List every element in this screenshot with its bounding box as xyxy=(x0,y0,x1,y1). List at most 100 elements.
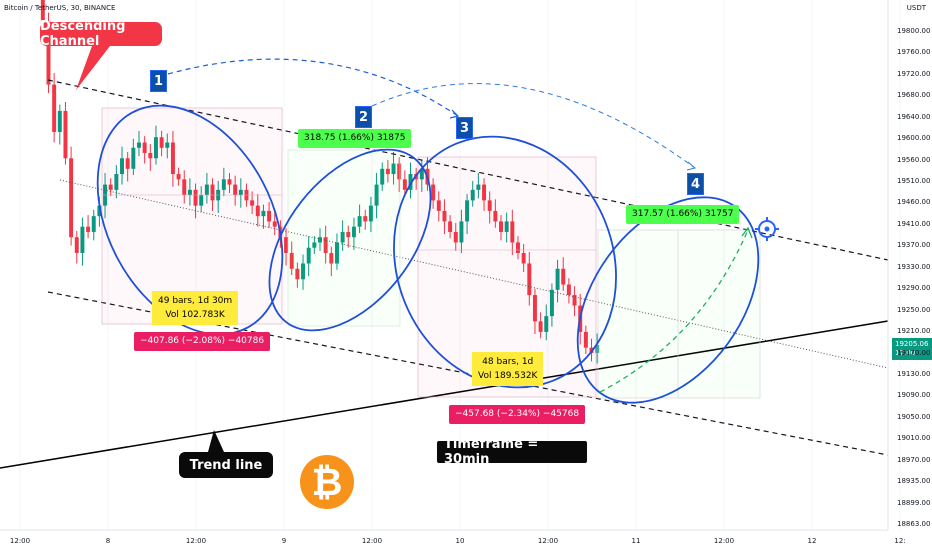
candle-body xyxy=(221,179,226,190)
measure-1-change: −407.86 (−2.08%) −40786 xyxy=(134,332,271,351)
candle-body xyxy=(391,163,396,175)
price-tick-label: 18863.00 xyxy=(897,520,931,528)
candle-body xyxy=(295,268,300,280)
candle-body xyxy=(187,189,192,196)
wave-arc-2-4 xyxy=(371,83,696,169)
candle-body xyxy=(561,268,566,285)
candle-body xyxy=(329,252,334,264)
candle-body xyxy=(493,210,498,222)
candle-body xyxy=(170,142,175,175)
candle-body xyxy=(532,295,537,322)
trend-callout-pointer xyxy=(208,430,224,452)
price-tick-label: 19010.00 xyxy=(897,434,931,443)
time-tick-label: 12:00 xyxy=(361,537,383,545)
candle-body xyxy=(137,142,141,148)
price-tick-label: 19410.00 xyxy=(897,219,931,228)
price-tick-label: 19090.00 xyxy=(897,391,931,400)
candle-body xyxy=(340,231,345,243)
drawings xyxy=(0,0,889,531)
candle-body xyxy=(114,174,119,190)
wave-ellipse-1 xyxy=(96,104,284,336)
candle-body xyxy=(301,263,306,280)
price-tick-label: 19330.00 xyxy=(897,262,931,271)
candle-body xyxy=(165,142,170,148)
price-tick-label: 19800.00 xyxy=(897,27,931,35)
time-tick-label: 12 xyxy=(807,537,817,545)
measure-1-bars: 49 bars, 1d 30m xyxy=(158,296,233,306)
measure-box-4 xyxy=(597,229,761,399)
measure-2-vol: Vol 189.532K xyxy=(478,371,538,381)
candle-body xyxy=(346,231,351,238)
measure-4-change: 317.57 (1.66%) 31757 xyxy=(626,205,740,224)
candle-body xyxy=(284,237,289,253)
candle-body xyxy=(272,221,277,227)
candle-body xyxy=(159,137,164,148)
trend-line xyxy=(0,320,889,469)
wave-ellipse-3 xyxy=(393,135,617,389)
candle-body xyxy=(63,110,68,159)
candle-body xyxy=(465,200,470,222)
measure-1-vol: Vol 102.783K xyxy=(165,310,225,320)
wave-number-2: 2 xyxy=(355,106,372,128)
candle-body xyxy=(402,179,407,190)
candle-body xyxy=(97,205,102,217)
candle-body xyxy=(131,147,136,169)
candle-body xyxy=(108,184,113,190)
price-tick-label: 19210.00 xyxy=(897,327,931,336)
candle-body xyxy=(504,221,509,232)
price-tick-label: 18970.00 xyxy=(897,455,931,464)
candle-body xyxy=(385,168,390,175)
current-price-tag: 19205.06 17:00 xyxy=(892,338,932,360)
candle-body xyxy=(267,210,272,222)
candle-body xyxy=(448,221,453,232)
candle-body xyxy=(176,174,181,180)
candle-body xyxy=(227,179,232,185)
measure-box-3 xyxy=(287,149,401,327)
candle-body xyxy=(516,242,520,253)
candle-body xyxy=(499,221,503,232)
currency-label: USDT xyxy=(906,4,926,12)
chart-title: Bitcoin / TetherUS, 30, BINANCE xyxy=(4,4,116,12)
price-tick-label: 18899.00 xyxy=(897,498,931,507)
price-tick-label: 19460.00 xyxy=(897,198,931,207)
price-tick-label: 19170.00 xyxy=(897,348,931,357)
measure-3-change: 318.75 (1.66%) 31875 xyxy=(298,129,412,148)
candle-body xyxy=(357,216,362,227)
candle-body xyxy=(125,158,130,169)
candle-body xyxy=(380,168,385,185)
candle-body xyxy=(334,242,339,264)
time-tick-label: 9 xyxy=(281,537,287,545)
candle-body xyxy=(91,216,96,232)
candle-body xyxy=(210,184,215,201)
candle-body xyxy=(555,268,560,290)
candle-body xyxy=(199,195,204,206)
current-price: 19205.06 xyxy=(895,340,929,348)
candle-body xyxy=(80,226,85,253)
time-tick-label: 10 xyxy=(455,537,465,545)
price-tick-label: 19560.00 xyxy=(897,155,931,164)
price-tick-label: 19640.00 xyxy=(897,112,931,121)
wave-arc-1-3 xyxy=(167,58,459,117)
candle-body xyxy=(408,174,413,190)
candle-body xyxy=(419,168,424,180)
candle-body xyxy=(153,137,158,159)
candle-body xyxy=(566,284,571,296)
candle-body xyxy=(470,189,475,201)
candle-body xyxy=(193,189,198,206)
candle-body xyxy=(250,200,255,206)
candle-body xyxy=(442,210,447,222)
candle-body xyxy=(204,184,209,196)
price-tick-label: 19130.00 xyxy=(897,369,931,378)
candle-body xyxy=(595,345,600,353)
candle-body xyxy=(323,237,328,253)
measure-2-change: −457.68 (−2.34%) −45768 xyxy=(449,405,586,424)
candle-body xyxy=(363,216,368,222)
candle-body xyxy=(459,221,464,243)
price-tick-label: 19370.00 xyxy=(897,241,931,250)
candle-body xyxy=(549,289,554,317)
candle-body xyxy=(318,237,322,243)
candle-body xyxy=(351,226,356,238)
candle-body xyxy=(142,142,147,154)
candle-body xyxy=(527,263,532,296)
